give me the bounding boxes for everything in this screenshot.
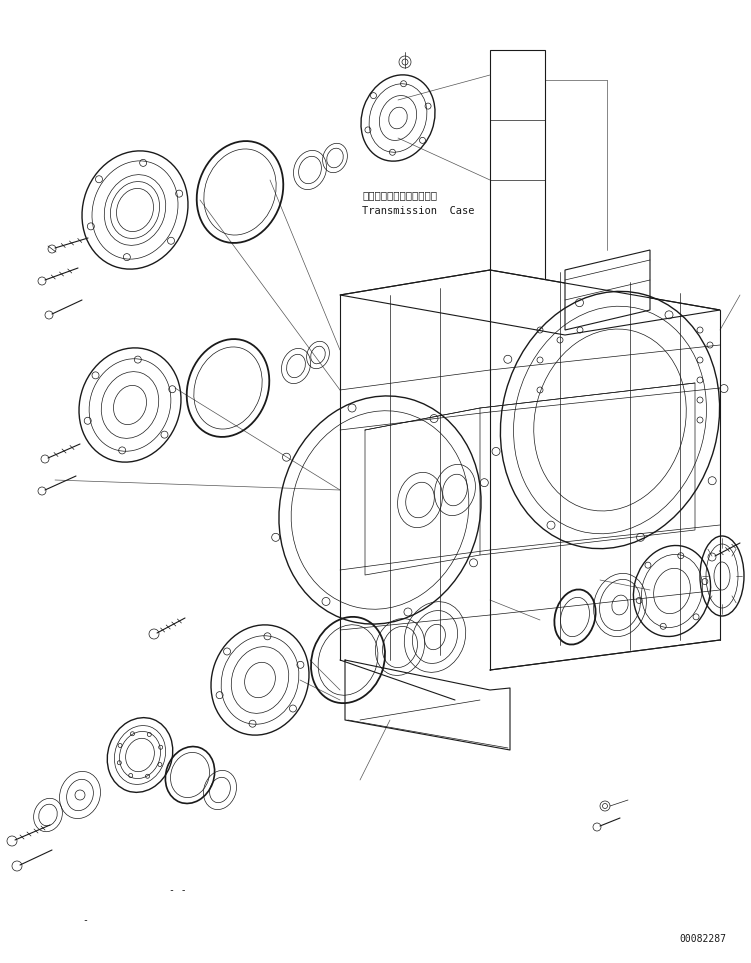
- Text: 00082287: 00082287: [679, 934, 726, 944]
- Polygon shape: [565, 250, 650, 330]
- Polygon shape: [340, 270, 720, 335]
- Text: Transmission  Case: Transmission Case: [362, 206, 475, 216]
- Text: - -: - -: [169, 885, 187, 895]
- Polygon shape: [490, 50, 545, 295]
- Text: -: -: [82, 915, 88, 925]
- Text: トランスミッションケース: トランスミッションケース: [362, 190, 437, 200]
